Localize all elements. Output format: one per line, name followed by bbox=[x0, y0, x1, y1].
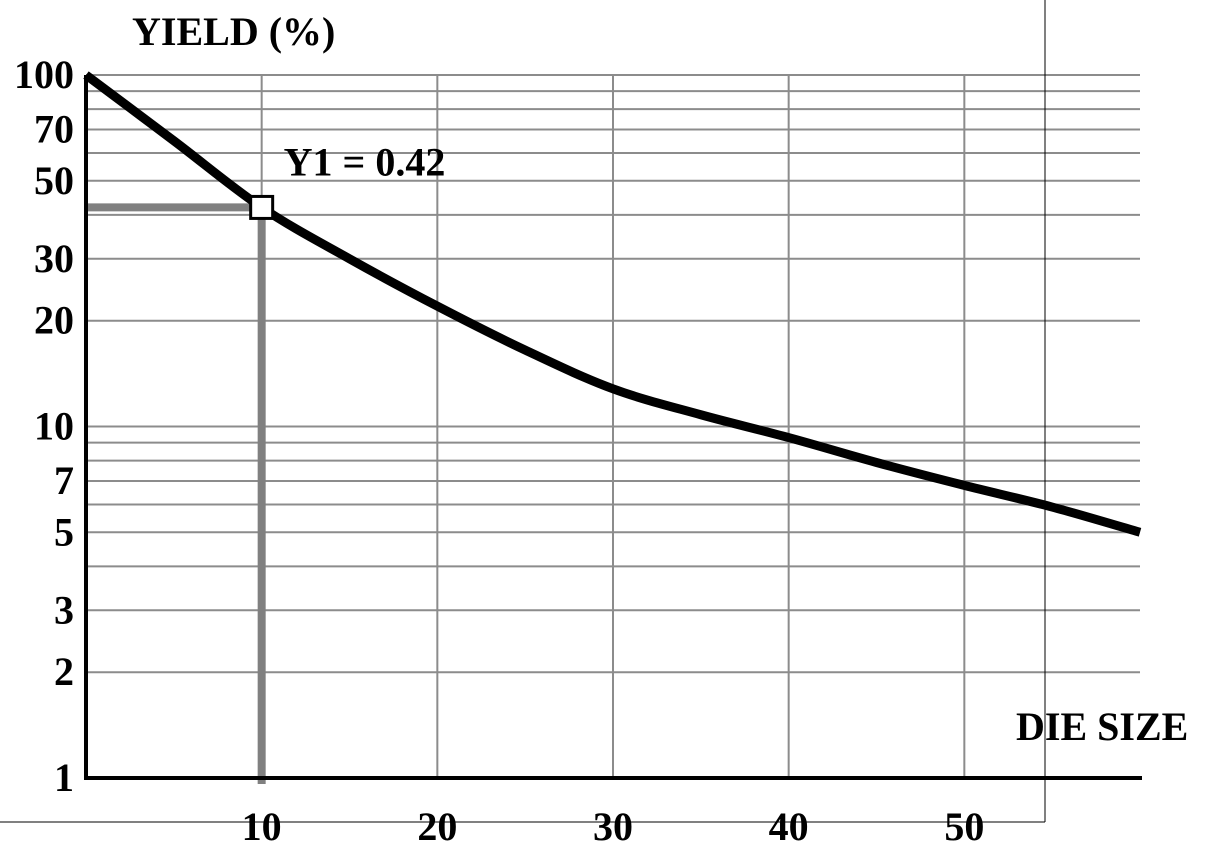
x-tick-label: 10 bbox=[242, 804, 282, 848]
x-tick-label: 30 bbox=[593, 804, 633, 848]
y-tick-label: 30 bbox=[34, 236, 74, 281]
y-tick-label: 50 bbox=[34, 158, 74, 203]
y-tick-label: 7 bbox=[54, 458, 74, 503]
y-tick-label: 70 bbox=[34, 106, 74, 151]
grid bbox=[86, 74, 1140, 778]
y-tick-label: 20 bbox=[34, 298, 74, 343]
y-axis-label: YIELD (%) bbox=[132, 9, 335, 54]
y-tick-label: 1 bbox=[54, 755, 74, 800]
y1-annotation: Y1 = 0.42 bbox=[284, 139, 446, 184]
axes bbox=[0, 0, 1142, 823]
labels: YIELD (%) DIE SIZE 1 2 3 5 7 10 20 30 50 70 100 10 2… bbox=[14, 9, 1188, 848]
reference-guides bbox=[86, 203, 266, 784]
y-tick-label: 3 bbox=[54, 587, 74, 632]
y1-marker bbox=[249, 194, 275, 220]
y-tick-label: 2 bbox=[54, 649, 74, 694]
x-tick-label: 50 bbox=[944, 804, 984, 848]
x-axis-label: DIE SIZE bbox=[1016, 704, 1188, 749]
y-tick-label: 100 bbox=[14, 52, 74, 97]
y-tick-label: 5 bbox=[54, 509, 74, 554]
y-tick-label: 10 bbox=[34, 404, 74, 449]
x-tick-label: 40 bbox=[769, 804, 809, 848]
x-tick-label: 20 bbox=[417, 804, 457, 848]
series bbox=[83, 71, 1142, 537]
